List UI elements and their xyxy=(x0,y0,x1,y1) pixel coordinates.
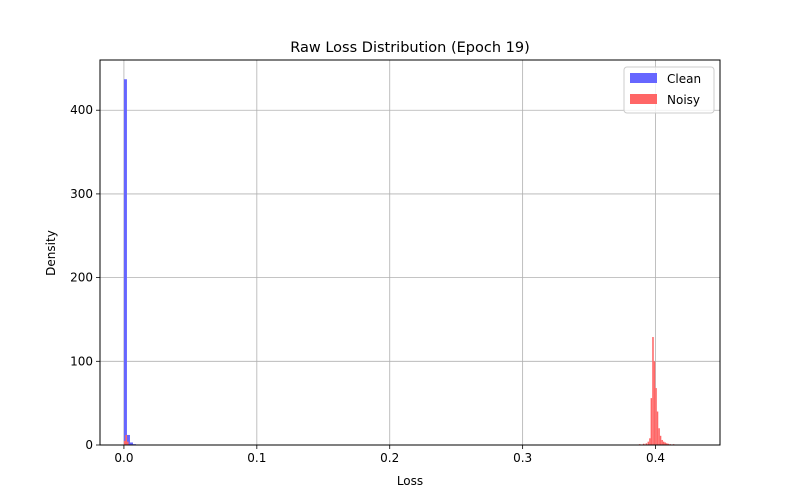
legend-swatch-clean xyxy=(630,73,657,83)
histogram-bar xyxy=(125,434,127,445)
y-tick-label: 0 xyxy=(85,438,93,452)
histogram-bar xyxy=(659,435,662,445)
histogram-bar xyxy=(650,398,653,445)
x-tick-label: 0.1 xyxy=(247,451,266,465)
x-tick-label: 0.2 xyxy=(380,451,399,465)
histogram-bar xyxy=(649,438,651,445)
histogram-bar xyxy=(658,428,660,445)
histogram-bar xyxy=(656,411,659,445)
y-tick-label: 100 xyxy=(70,354,93,368)
histogram-bar xyxy=(642,443,645,445)
histogram-bar xyxy=(126,441,129,445)
y-axis: 0 100 200 300 400 xyxy=(70,103,100,452)
plot-frame xyxy=(99,59,721,446)
histogram-bar xyxy=(662,441,665,445)
histogram-bar xyxy=(664,442,666,445)
histogram-bar xyxy=(647,441,650,445)
x-axis-label: Loss xyxy=(397,474,423,488)
histogram-bar xyxy=(126,434,130,445)
histogram-bar xyxy=(665,443,668,445)
plot-background xyxy=(100,60,720,445)
bars xyxy=(123,79,679,445)
legend-swatch-noisy xyxy=(630,94,657,104)
y-tick-label: 200 xyxy=(70,271,93,285)
histogram-bar xyxy=(661,439,663,445)
legend-label-noisy: Noisy xyxy=(667,93,700,107)
x-tick-label: 0.4 xyxy=(646,451,665,465)
histogram-bar xyxy=(667,443,670,445)
legend: Clean Noisy xyxy=(623,66,715,114)
y-tick-label: 300 xyxy=(70,187,93,201)
x-tick-label: 0.0 xyxy=(114,451,133,465)
histogram-bar xyxy=(652,337,654,445)
histogram-bar xyxy=(123,440,126,445)
histogram-bar xyxy=(655,388,657,445)
x-tick-label: 0.3 xyxy=(513,451,532,465)
x-axis: 0.0 0.1 0.2 0.3 0.4 xyxy=(114,445,665,465)
chart-title: Raw Loss Distribution (Epoch 19) xyxy=(290,40,530,56)
y-axis-label: Density xyxy=(44,230,58,276)
histogram-bar xyxy=(645,443,648,445)
histogram-bar xyxy=(123,79,127,445)
histogram-bar xyxy=(129,442,133,445)
histogram-bar xyxy=(653,361,656,445)
legend-label-clean: Clean xyxy=(667,72,701,86)
y-tick-label: 400 xyxy=(70,103,93,117)
